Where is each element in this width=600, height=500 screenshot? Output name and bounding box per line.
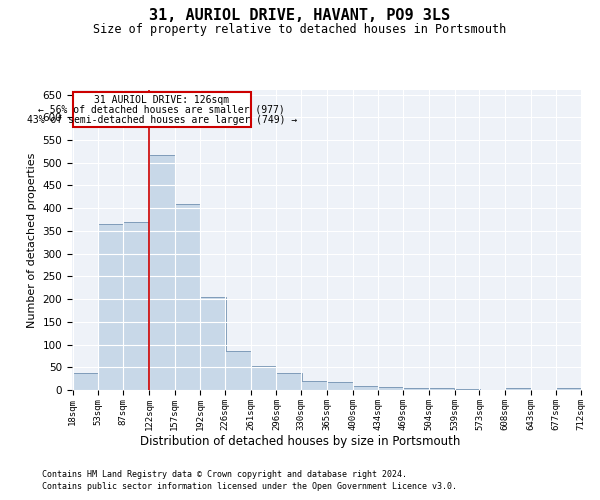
Text: ← 56% of detached houses are smaller (977): ← 56% of detached houses are smaller (97… (38, 105, 285, 115)
Bar (277, 373, 302, 390)
Bar (505, 388, 531, 390)
Bar (353, 386, 378, 390)
Bar (149, 156, 175, 390)
Bar (403, 388, 429, 390)
Bar (429, 388, 455, 390)
Bar (225, 352, 251, 390)
Text: Size of property relative to detached houses in Portsmouth: Size of property relative to detached ho… (94, 22, 506, 36)
Bar (98, 224, 124, 390)
Bar (73, 372, 98, 390)
Text: Contains HM Land Registry data © Crown copyright and database right 2024.: Contains HM Land Registry data © Crown c… (42, 470, 407, 479)
Text: Contains public sector information licensed under the Open Government Licence v3: Contains public sector information licen… (42, 482, 457, 491)
Text: 31 AURIOL DRIVE: 126sqm: 31 AURIOL DRIVE: 126sqm (94, 95, 229, 105)
Bar (175, 204, 200, 390)
Text: 43% of semi-detached houses are larger (749) →: 43% of semi-detached houses are larger (… (26, 114, 297, 124)
Bar (327, 382, 353, 390)
FancyBboxPatch shape (73, 92, 251, 128)
Bar (556, 388, 581, 390)
Bar (123, 222, 149, 390)
Bar (377, 387, 403, 390)
Y-axis label: Number of detached properties: Number of detached properties (27, 152, 37, 328)
Bar (455, 389, 480, 390)
Bar (301, 381, 327, 390)
Text: 31, AURIOL DRIVE, HAVANT, PO9 3LS: 31, AURIOL DRIVE, HAVANT, PO9 3LS (149, 8, 451, 22)
Text: Distribution of detached houses by size in Portsmouth: Distribution of detached houses by size … (140, 435, 460, 448)
Bar (251, 366, 277, 390)
Bar (200, 297, 226, 390)
